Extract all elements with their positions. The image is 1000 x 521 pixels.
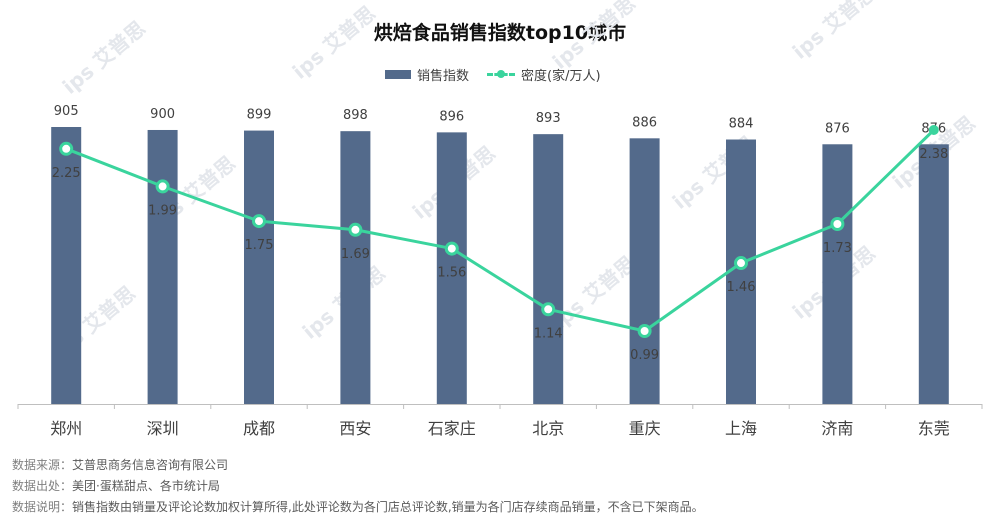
bar-value-label: 884 bbox=[729, 117, 754, 132]
legend-item-bar[interactable]: 销售指数 bbox=[385, 65, 469, 84]
x-tick-label: 郑州 bbox=[50, 419, 82, 438]
legend-bar-label: 销售指数 bbox=[417, 68, 470, 84]
density-point-6[interactable] bbox=[541, 302, 556, 317]
density-point-7[interactable] bbox=[637, 324, 652, 338]
legend-line-label: 密度(家/万人) bbox=[521, 68, 601, 84]
x-tick-label: 西安 bbox=[339, 419, 371, 438]
bar-value-label: 899 bbox=[247, 108, 272, 123]
legend-bar-swatch bbox=[385, 69, 411, 79]
bar-value-label: 896 bbox=[439, 109, 464, 124]
x-tick-label: 深圳 bbox=[147, 419, 179, 438]
x-tick-label: 上海 bbox=[725, 419, 757, 438]
density-value-label: 1.75 bbox=[245, 238, 274, 253]
x-tick-label: 石家庄 bbox=[428, 419, 476, 438]
density-point-4[interactable] bbox=[348, 222, 363, 237]
bar-5[interactable] bbox=[436, 132, 467, 404]
legend: 销售指数 密度(家/万人) bbox=[385, 64, 601, 84]
bar-1[interactable] bbox=[51, 127, 82, 404]
watermark-text: ips 艾普思 bbox=[288, 1, 380, 84]
note-explanation-label: 数据说明： bbox=[12, 500, 73, 514]
density-value-label: 1.73 bbox=[823, 241, 852, 256]
density-value-label: 1.56 bbox=[437, 266, 466, 281]
bar-10[interactable] bbox=[918, 144, 949, 404]
x-tick-label: 济南 bbox=[821, 419, 853, 438]
density-line bbox=[65, 128, 935, 333]
watermark-text: ips 艾普思 bbox=[548, 0, 640, 74]
bar-9[interactable] bbox=[822, 144, 853, 404]
bar-value-label: 900 bbox=[150, 107, 175, 122]
note-origin: 数据出处：美团·蛋糕甜点、各市统计局 bbox=[12, 476, 704, 497]
density-point-8[interactable] bbox=[734, 256, 748, 271]
legend-line-swatch bbox=[487, 68, 516, 80]
density-value-label: 1.14 bbox=[534, 326, 563, 341]
density-value-label: 2.38 bbox=[919, 147, 948, 162]
bar-3[interactable] bbox=[244, 130, 274, 404]
bar-value-label: 898 bbox=[343, 108, 368, 123]
density-value-label: 1.69 bbox=[341, 247, 370, 262]
density-point-5[interactable] bbox=[444, 241, 459, 256]
note-origin-text: 美团·蛋糕甜点、各市统计局 bbox=[72, 479, 220, 493]
density-point-9[interactable] bbox=[830, 216, 845, 231]
density-value-label: 1.99 bbox=[148, 203, 177, 218]
density-point-3[interactable] bbox=[252, 214, 266, 229]
x-tick-label: 北京 bbox=[532, 419, 564, 438]
bar-4[interactable] bbox=[340, 131, 371, 404]
x-tick-label: 成都 bbox=[243, 419, 275, 438]
density-value-label: 1.46 bbox=[727, 280, 756, 295]
density-point-1[interactable] bbox=[59, 141, 74, 156]
density-value-label: 0.99 bbox=[630, 348, 659, 363]
x-tick-label: 重庆 bbox=[629, 419, 661, 438]
note-origin-label: 数据出处： bbox=[12, 479, 73, 493]
legend-item-line[interactable]: 密度(家/万人) bbox=[487, 65, 601, 84]
bar-6[interactable] bbox=[533, 134, 564, 405]
note-explanation: 数据说明：销售指数由销量及评论论数加权计算所得,此处评论数为各门店总评论数,销量… bbox=[12, 497, 704, 518]
bar-value-label: 886 bbox=[632, 115, 657, 130]
bar-7[interactable] bbox=[629, 138, 660, 404]
density-point-10[interactable] bbox=[928, 125, 939, 135]
watermark-text: ips 艾普思 bbox=[58, 16, 150, 99]
bar-2[interactable] bbox=[147, 129, 178, 404]
bar-value-label: 876 bbox=[825, 121, 850, 136]
density-value-label: 2.25 bbox=[52, 166, 81, 181]
footnotes: 数据来源：艾普思商务信息咨询有限公司 数据出处：美团·蛋糕甜点、各市统计局 数据… bbox=[12, 455, 704, 518]
watermark-text: ips 艾普思 bbox=[788, 0, 880, 64]
bar-value-label: 893 bbox=[536, 111, 561, 126]
density-point-2[interactable] bbox=[155, 179, 170, 194]
chart-title: 烘焙食品销售指数top10城市 bbox=[373, 22, 627, 44]
x-tick-label: 东莞 bbox=[918, 419, 950, 438]
note-source-text: 艾普思商务信息咨询有限公司 bbox=[72, 458, 229, 472]
note-explanation-text: 销售指数由销量及评论论数加权计算所得,此处评论数为各门店总评论数,销量为各门店存… bbox=[72, 500, 704, 514]
bar-value-label: 905 bbox=[54, 104, 79, 119]
note-source: 数据来源：艾普思商务信息咨询有限公司 bbox=[12, 455, 704, 476]
note-source-label: 数据来源： bbox=[12, 458, 73, 472]
